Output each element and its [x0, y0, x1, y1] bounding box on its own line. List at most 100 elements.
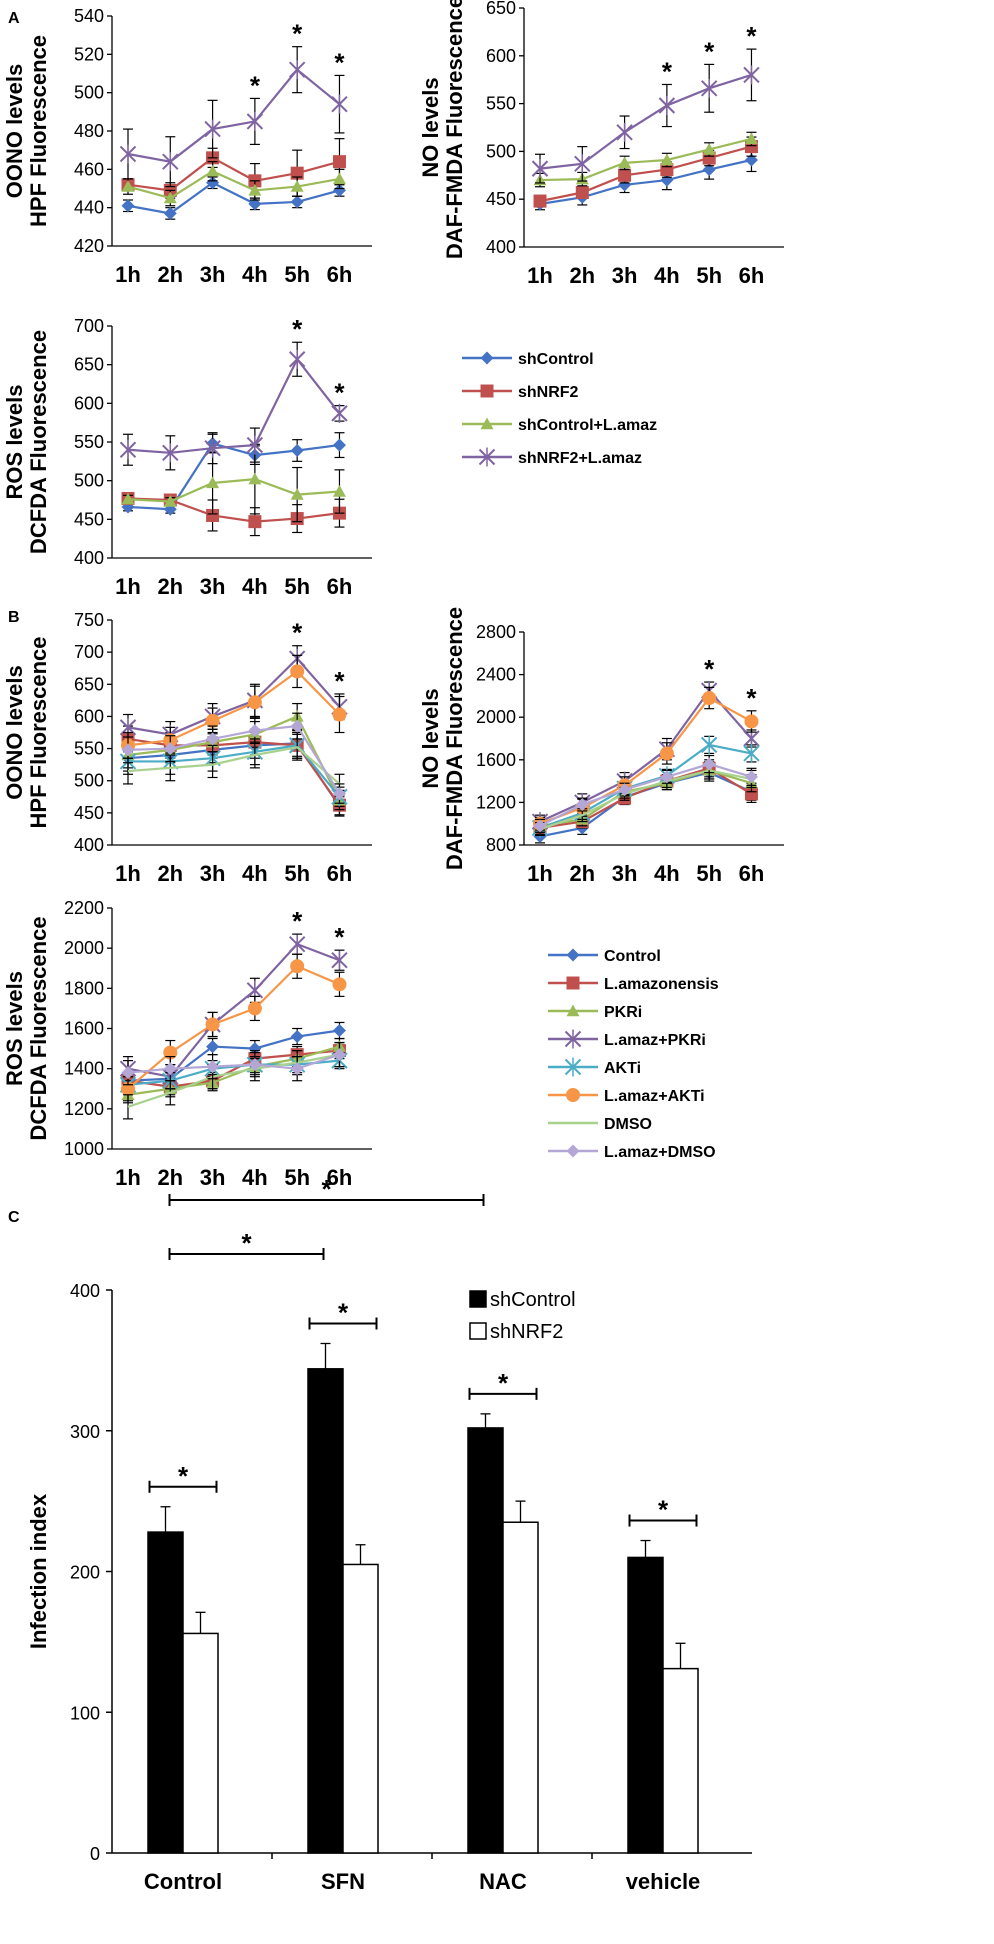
data-point-shcontrol	[290, 444, 304, 458]
data-point-l-amaz-akti	[290, 959, 305, 974]
data-point-l-amaz-dmso	[290, 719, 304, 733]
data-point-shnrf2-l-amaz	[331, 403, 348, 423]
series-line-l-amaz-dmso	[127, 724, 341, 795]
b3-ytick-label: 1400	[64, 1059, 104, 1079]
series-line-shnrf2	[539, 145, 752, 203]
series-line-l-amaz-akti	[127, 964, 340, 1090]
data-point-shnrf2	[702, 151, 716, 165]
data-point-shnrf2-l-amaz	[246, 435, 264, 455]
b2-xtick-label: 4h	[654, 861, 680, 886]
b3-series-l-amaz-akti	[121, 953, 347, 1102]
a2-significance-star: *	[704, 36, 715, 66]
data-point-shcontrol	[290, 195, 304, 209]
a3-significance-star: *	[334, 378, 345, 408]
b3-ytick-label: 1600	[64, 1019, 104, 1039]
series-line-shcontrol	[127, 442, 340, 511]
a1-series-shnrf2-l-amaz	[119, 46, 348, 188]
legend-item-l-amaz-akti: L.amaz+AKTi	[548, 1088, 705, 1105]
chart-b3-ros: 1000 1200 1400 1600 1800 2000 2200 1h 2h 3h 4h 5h 6h…	[2, 898, 372, 1190]
a3-ytick-label: 400	[74, 548, 104, 568]
data-point-l-amaz-akti	[290, 664, 305, 679]
panel-label-a: A	[8, 10, 20, 27]
data-point-l-amaz-dmso	[290, 1062, 304, 1076]
data-point-l-amaz-dmso	[702, 757, 716, 771]
a2-ylabel-line: DAF-FMDA Fluorescence	[442, 0, 467, 259]
data-point-shnrf2-l-amaz	[288, 60, 306, 80]
data-point-l-amaz-dmso	[332, 1048, 346, 1062]
b1-xtick-label: 3h	[200, 861, 226, 886]
a1-xtick-label: 2h	[157, 262, 183, 287]
legend-label: shNRF2+L.amaz	[518, 450, 642, 467]
a3-xtick-label: 4h	[242, 574, 268, 599]
b2-significance-star: *	[704, 654, 715, 684]
legend-item-shnrf2: shNRF2	[469, 1321, 563, 1343]
a1-ytick-label: 500	[74, 83, 104, 103]
legend-label: shControl+L.amaz	[518, 417, 657, 434]
a3-significance-star: *	[292, 314, 303, 344]
legend-swatch-marker	[566, 948, 580, 962]
data-point-shnrf2-l-amaz	[531, 159, 549, 179]
bar-shnrf2-vehicle	[662, 1667, 699, 1854]
data-point-shnrf2-l-amaz	[616, 122, 633, 142]
data-point-shnrf2-l-amaz	[331, 94, 348, 114]
b1-xtick-label: 6h	[327, 861, 353, 886]
c-ytick-label: 100	[70, 1703, 100, 1723]
a3-xtick-label: 3h	[200, 574, 226, 599]
legend-item-shcontrol-l-amaz: shControl+L.amaz	[462, 417, 657, 434]
a3-series-shnrf2	[121, 491, 346, 537]
panel-label-c: C	[8, 1209, 20, 1226]
legend-swatch-marker	[480, 417, 494, 430]
b1-series-l-amaz-pkri	[119, 645, 348, 748]
data-point-shcontrol	[332, 183, 346, 197]
data-point-l-amaz-akti	[205, 713, 220, 728]
legend-label: shControl	[490, 1289, 576, 1311]
data-point-l-amaz-dmso	[206, 1060, 220, 1074]
data-point-l-amaz-akti	[744, 714, 759, 729]
legend-swatch-marker	[478, 447, 496, 467]
data-point-shnrf2-l-amaz	[119, 440, 137, 460]
series-line-shcontrol	[127, 181, 340, 215]
bar-shnrf2-nac	[502, 1521, 539, 1854]
b1-ytick-label: 700	[74, 642, 104, 662]
a1-xtick-label: 4h	[242, 262, 268, 287]
data-point-l-amaz-akti	[247, 695, 262, 710]
c-xtick-label: SFN	[321, 1869, 365, 1894]
data-point-l-amaz-akti	[247, 1001, 262, 1016]
data-point-control	[332, 1024, 346, 1038]
a1-series-shnrf2	[121, 138, 346, 199]
c-pair-star: *	[658, 1495, 669, 1525]
c-group-star: *	[321, 1174, 332, 1204]
b3-xtick-label: 1h	[115, 1165, 141, 1190]
legend-label: Control	[604, 948, 661, 965]
chart-a1-oono: 420 440 460 480 500 520 540 1h 2h 3h 4h 5h 6h OONO le…	[2, 6, 372, 287]
b3-significance-star: *	[334, 922, 345, 952]
chart-a3-ros: 400 450 500 550 600 650 700 1h 2h 3h 4h 5h 6h ROS lev…	[2, 314, 372, 599]
a3-series-shnrf2-l-amaz	[119, 341, 348, 471]
legend-label: PKRi	[604, 1004, 642, 1021]
b2-series-l-amaz-dmso	[533, 754, 758, 833]
series-line-control	[127, 1029, 340, 1082]
a1-xtick-label: 5h	[284, 262, 310, 287]
data-point-shcontrol-l-amaz	[332, 484, 346, 497]
b1-ytick-label: 500	[74, 771, 104, 791]
b2-xtick-label: 6h	[739, 861, 765, 886]
b2-ytick-label: 800	[486, 835, 516, 855]
legend-a: shControl shNRF2 shControl+L.amaz shNRF2+L.…	[462, 351, 657, 467]
legend-c: shControl shNRF2	[469, 1289, 576, 1343]
b3-ylabel-line: ROS levels	[2, 971, 27, 1086]
data-point-l-amazonensis	[744, 787, 758, 801]
a2-ytick-label: 650	[486, 0, 516, 18]
data-point-control	[206, 1040, 220, 1054]
legend-label: DMSO	[604, 1116, 652, 1133]
data-point-shcontrol	[332, 438, 346, 452]
data-point-shcontrol-l-amaz	[121, 180, 135, 192]
b2-xtick-label: 2h	[569, 861, 595, 886]
bar-shcontrol-nac	[467, 1427, 504, 1854]
chart-b1-oono: 400 450 500 550 600 650 700 750 1h 2h 3h 4h 5h 6h OONO…	[2, 610, 372, 886]
c-pair-star: *	[178, 1461, 189, 1491]
series-line-l-amaz-dmso	[127, 1053, 340, 1074]
data-point-control	[248, 1042, 262, 1056]
legend-item-pkri: PKRi	[548, 1004, 642, 1021]
b3-xtick-label: 6h	[327, 1165, 353, 1190]
b1-xtick-label: 1h	[115, 861, 141, 886]
